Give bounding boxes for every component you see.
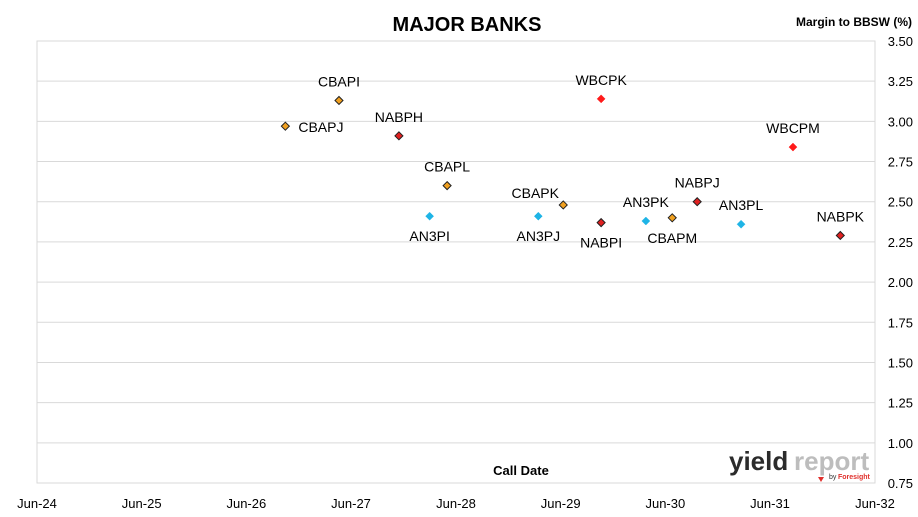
x-tick-label: Jun-24 [17, 496, 57, 511]
y-tick-label: 3.00 [888, 114, 913, 129]
point-label-nabph: NABPH [375, 109, 423, 125]
point-label-an3pj: AN3PJ [517, 228, 561, 244]
data-point-an3pi [425, 211, 434, 221]
point-label-cbapm: CBAPM [647, 230, 697, 246]
logo-by-text: by [829, 474, 837, 481]
data-point-wbcpm [788, 142, 798, 152]
x-axis-ticks: Jun-24 Jun-25 Jun-26 Jun-27 Jun-28 Jun-29 Jun-… [17, 496, 895, 511]
y-tick-label: 2.50 [888, 195, 913, 210]
data-point-cbapj [280, 121, 291, 131]
y-tick-label: 0.75 [888, 476, 913, 491]
y-axis-ticks: 3.50 3.25 3.00 2.75 2.50 2.25 2.00 1.75 1.50 1.25… [888, 34, 913, 491]
logo-report-text: report [794, 446, 869, 476]
x-tick-label: Jun-25 [122, 496, 162, 511]
data-point-nabph [394, 131, 404, 141]
plot-area [36, 40, 876, 484]
y-tick-label: 1.75 [888, 315, 913, 330]
y-axis-label: Margin to BBSW (%) [796, 15, 912, 29]
y-tick-label: 1.00 [888, 436, 913, 451]
point-label-cbapj: CBAPJ [298, 119, 343, 135]
x-tick-label: Jun-27 [331, 496, 371, 511]
logo-yield-text: yield [729, 446, 788, 476]
data-point-wbcpk [596, 94, 606, 104]
data-point-an3pj [533, 211, 543, 221]
data-point-cbapk [558, 200, 568, 210]
y-tick-label: 2.75 [888, 155, 913, 170]
x-tick-label: Jun-32 [855, 496, 895, 511]
point-label-nabpj: NABPJ [675, 175, 720, 191]
x-tick-label: Jun-28 [436, 496, 476, 511]
x-tick-label: Jun-29 [541, 496, 581, 511]
data-point-an3pk [641, 216, 651, 226]
point-label-cbapl: CBAPL [424, 159, 470, 175]
point-label-cbapk: CBAPK [512, 185, 560, 201]
yieldreport-logo: yield report by Foresight [729, 446, 871, 482]
y-tick-label: 1.25 [888, 396, 913, 411]
point-label-wbcpm: WBCPM [766, 120, 820, 136]
logo-arrow-icon [818, 477, 824, 482]
data-point-nabpk [835, 230, 846, 241]
y-tick-label: 1.50 [888, 355, 913, 370]
gridlines [37, 40, 875, 484]
point-label-nabpk: NABPK [817, 208, 865, 224]
logo-brand-text: Foresight [838, 474, 871, 481]
point-label-an3pl: AN3PL [719, 197, 764, 213]
x-tick-label: Jun-26 [226, 496, 266, 511]
y-tick-label: 3.25 [888, 74, 913, 89]
data-point-nabpj [692, 197, 702, 207]
x-tick-label: Jun-30 [645, 496, 685, 511]
data-points: CBAPJ CBAPI NABPH CBAPL AN3PI AN3PJ CBAPK WBCPK… [280, 72, 865, 251]
x-tick-label: Jun-31 [750, 496, 790, 511]
y-tick-label: 3.50 [888, 34, 913, 49]
point-label-an3pi: AN3PI [409, 228, 449, 244]
y-tick-label: 2.25 [888, 235, 913, 250]
x-axis-label: Call Date [493, 463, 549, 478]
data-point-an3pl [736, 219, 746, 229]
point-label-nabpi: NABPI [580, 235, 622, 251]
data-point-cbapi [334, 95, 344, 106]
point-label-cbapi: CBAPI [318, 73, 360, 89]
data-point-cbapl [442, 180, 452, 191]
chart-title: MAJOR BANKS [393, 14, 542, 36]
data-point-cbapm [667, 213, 677, 223]
y-tick-label: 2.00 [888, 275, 913, 290]
data-point-nabpi [596, 217, 606, 228]
point-label-an3pk: AN3PK [623, 194, 670, 210]
point-label-wbcpk: WBCPK [575, 72, 627, 88]
